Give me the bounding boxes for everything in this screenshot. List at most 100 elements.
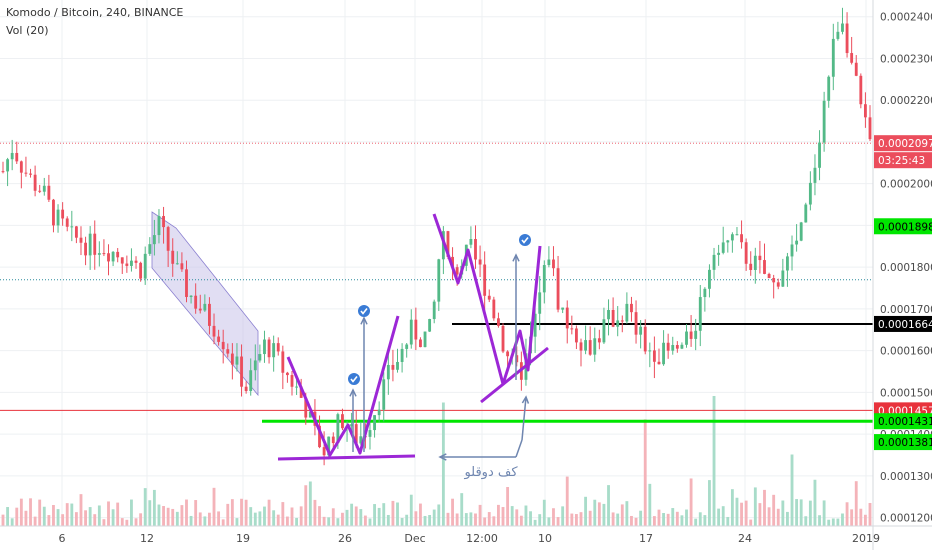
volume-bar (497, 504, 500, 526)
volume-bar (221, 519, 225, 526)
volume-bar (790, 454, 794, 526)
volume-bar (157, 504, 161, 526)
candle-body (708, 269, 711, 289)
volume-bar (671, 508, 675, 526)
candle-body (281, 351, 285, 373)
volume-bar (483, 517, 487, 526)
candle-body (845, 23, 849, 54)
volume-bar (565, 476, 569, 526)
volume-bar (336, 518, 340, 526)
candle-body (831, 38, 835, 77)
volume-bar (657, 509, 661, 526)
candle-body (753, 255, 757, 270)
candle-body (198, 308, 202, 311)
price-tag-black: 0.0001664 (878, 319, 932, 331)
volume-bar (552, 508, 555, 526)
candle-body (579, 342, 583, 351)
price-tag-green-bg (874, 434, 932, 451)
candle-body (804, 204, 808, 223)
candle-body (630, 303, 633, 313)
candle-body (38, 190, 42, 192)
candle-body (675, 345, 679, 349)
volume-bar (93, 514, 97, 526)
drawings-layer: كف دوقلو (277, 213, 549, 480)
volume-bar (263, 506, 266, 526)
volume-bar (446, 512, 450, 526)
candle-body (47, 185, 51, 200)
volume-bar (400, 517, 404, 526)
candle-body (662, 342, 665, 365)
volume-bar (414, 511, 418, 526)
candle-body (139, 262, 143, 279)
candle-body (203, 303, 207, 311)
candle-body (763, 260, 766, 274)
volume-bar (721, 506, 725, 526)
volume-bar (203, 516, 207, 526)
volume-bar (6, 507, 10, 526)
price-tag-green-bg (874, 218, 932, 235)
volume-bar (625, 501, 629, 526)
volume-bar (249, 507, 253, 526)
candle-body (717, 252, 721, 255)
candle-body (130, 260, 133, 266)
volume-bar (845, 502, 849, 526)
candle-body (437, 259, 441, 302)
volume-bar (859, 508, 863, 526)
chart-title: Komodo / Bitcoin, 240, BINANCE (6, 6, 184, 19)
volume-bar (772, 494, 776, 526)
volume-bar (639, 510, 643, 526)
candle-body (400, 348, 404, 362)
volume-bar (492, 516, 496, 526)
candle-body (868, 117, 872, 140)
volume-bar (854, 481, 858, 526)
volume-bar (79, 494, 83, 526)
volume-bar (386, 514, 390, 526)
candles-layer (1, 7, 872, 466)
volume-bar (1, 514, 5, 526)
volume-bar (680, 515, 684, 526)
volume-bar (345, 509, 349, 526)
candle-body (318, 425, 321, 448)
candle-body (171, 250, 175, 264)
price-tag-green: 0.0001381 (878, 437, 932, 449)
candle-body (758, 255, 762, 261)
volume-bar (831, 518, 835, 526)
volume-bar (74, 512, 78, 526)
y-tick-label: 0.0001800 (880, 262, 932, 274)
volume-bar (675, 511, 679, 526)
candle-body (574, 328, 578, 343)
candle-body (648, 350, 652, 352)
candle-body (235, 356, 239, 365)
volume-bar (350, 503, 354, 526)
volume-bar (166, 507, 170, 526)
candle-body (588, 340, 592, 355)
volume-bar (409, 494, 413, 526)
volume-bar (52, 505, 55, 526)
candle-body (547, 259, 551, 266)
candle-body (799, 222, 803, 241)
volume-bar (432, 509, 436, 526)
volume-bar (148, 500, 152, 526)
volume-bar (694, 518, 698, 526)
volume-bar (542, 499, 546, 526)
candle-body (795, 240, 799, 245)
candle-body (56, 209, 60, 226)
candle-body (666, 342, 670, 351)
candle-body (698, 297, 702, 331)
volume-bar (740, 502, 743, 526)
candle-body (336, 414, 340, 444)
volume-bar (276, 514, 280, 526)
volume-bar (611, 512, 615, 526)
y-tick-label: 0.0002300 (880, 53, 932, 65)
volume-bar (42, 506, 46, 526)
volume-bar (226, 503, 230, 526)
price-tag-black-bg (874, 315, 932, 332)
volume-bar (602, 503, 606, 526)
volume-bar (318, 506, 321, 526)
candle-body (776, 282, 780, 287)
last-price-tag-bg (874, 135, 932, 152)
candle-body (685, 331, 688, 345)
